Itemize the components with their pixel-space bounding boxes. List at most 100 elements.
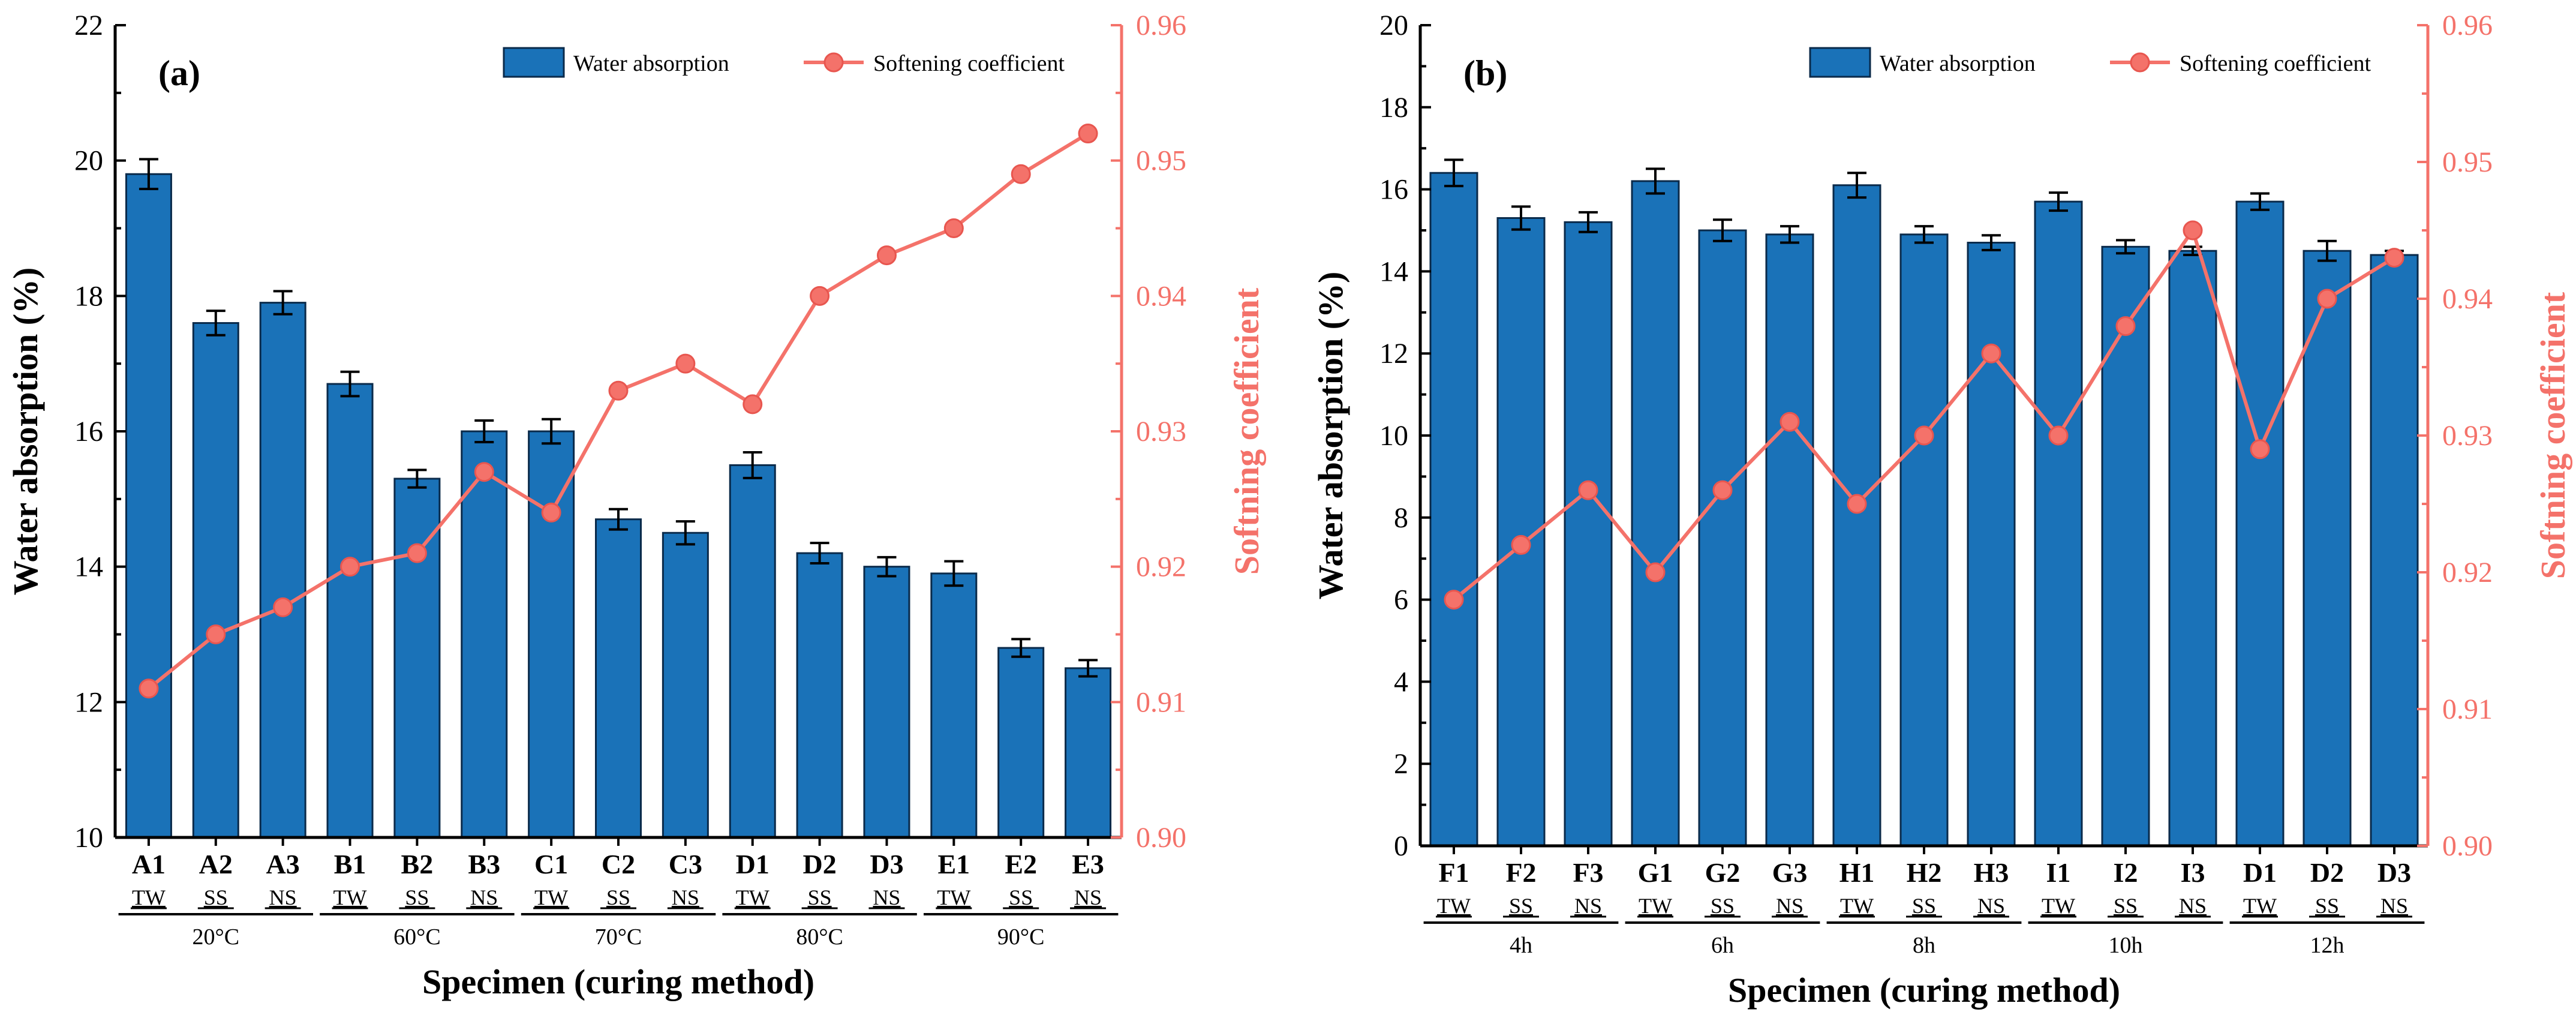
softening-point-C2: [608, 380, 629, 401]
softening-point-H1: [1847, 494, 1867, 514]
bar-A2: [192, 322, 239, 839]
softening-point-F3: [1578, 480, 1598, 500]
group-label: 10h: [2109, 933, 2143, 958]
bar-D1: [2235, 200, 2285, 847]
y-tick-label: 16: [74, 416, 103, 448]
y-tick-label: 8: [1394, 502, 1408, 534]
method-label: SS: [405, 885, 429, 909]
group-label: 20°C: [193, 924, 240, 950]
bar-H3: [1967, 242, 2016, 847]
method-label: SS: [1009, 885, 1033, 909]
y-tick-label: 16: [1379, 174, 1408, 206]
bar-I3: [2168, 250, 2217, 847]
y2-tick-label: 0.90: [1136, 822, 1186, 854]
x-tick-label: D1: [2243, 857, 2277, 888]
group-label: 60°C: [393, 924, 441, 950]
x-tick-label: B2: [401, 849, 434, 879]
x-tick-label: D3: [870, 849, 903, 879]
y-axis-title: Water absorption (%): [1311, 272, 1350, 600]
legend-label-water: Water absorption: [573, 51, 729, 76]
bar-H2: [1899, 233, 1949, 847]
bar-G3: [1765, 233, 1814, 847]
method-label: TW: [2243, 894, 2277, 918]
group-label: 4h: [1510, 933, 1532, 958]
panel-b: 0 2 4 6 8 10 12 14 16 18 20 0.90 0.91 0.92 0.93 0.94 0.9…: [1311, 10, 2572, 1010]
x-tick-label: F2: [1505, 857, 1536, 888]
x-tick-label: D2: [802, 849, 836, 879]
method-label: TW: [937, 885, 970, 909]
method-label: SS: [1912, 894, 1936, 918]
bar-E3: [1065, 667, 1112, 839]
y2-tick-label: 0.96: [2442, 10, 2493, 41]
y2-tick-label: 0.92: [2442, 557, 2493, 588]
softening-point-E3: [1078, 124, 1098, 144]
method-label: TW: [1639, 894, 1672, 918]
bar-G2: [1698, 229, 1747, 847]
method-label: TW: [132, 885, 166, 909]
x-tick-label: F1: [1438, 857, 1469, 888]
softening-point-F1: [1444, 590, 1464, 610]
method-label: NS: [1977, 894, 2005, 918]
softening-point-A3: [273, 597, 293, 617]
softening-point-E1: [943, 218, 964, 238]
y-tick-label: 2: [1394, 748, 1408, 780]
panel-label: (a): [158, 53, 200, 93]
method-label: SS: [606, 885, 630, 909]
y2-tick-label: 0.94: [1136, 280, 1186, 312]
softening-point-I2: [2115, 316, 2136, 337]
x-tick-label: F3: [1573, 857, 1603, 888]
method-label: NS: [873, 885, 900, 909]
method-label: TW: [2042, 894, 2075, 918]
legend-label-softening: Softening coefficient: [2180, 51, 2371, 76]
bar-E1: [930, 572, 978, 839]
x-tick-label: E1: [937, 849, 970, 879]
y2-tick-label: 0.95: [1136, 145, 1186, 177]
method-label: SS: [2315, 894, 2339, 918]
x-tick-label: C2: [602, 849, 635, 879]
y-tick-label: 4: [1394, 666, 1408, 698]
y-tick-label: 12: [1379, 338, 1408, 370]
method-label: NS: [1574, 894, 1602, 918]
y2-tick-label: 0.92: [1136, 551, 1186, 583]
softening-point-D2: [2317, 289, 2337, 309]
method-label: TW: [1840, 894, 1874, 918]
bar-I1: [2034, 200, 2083, 847]
y-tick-label: 18: [74, 280, 103, 312]
method-label: SS: [204, 885, 228, 909]
y-tick-label: 14: [1379, 256, 1408, 287]
method-label: SS: [1711, 894, 1735, 918]
bar-D1: [729, 464, 776, 839]
method-label: SS: [1509, 894, 1533, 918]
softening-point-F2: [1511, 534, 1531, 555]
softening-point-C3: [675, 353, 696, 374]
method-label: NS: [470, 885, 498, 909]
y-tick-label: 22: [74, 10, 103, 41]
softening-point-H3: [1981, 343, 2001, 364]
bar-F3: [1564, 221, 1613, 847]
panel-label: (b): [1463, 53, 1507, 93]
method-label: SS: [808, 885, 832, 909]
bar-G1: [1631, 180, 1680, 847]
softening-point-A2: [206, 624, 226, 644]
bar-A1: [125, 173, 172, 839]
group-label: 8h: [1913, 933, 1935, 958]
method-label: NS: [2179, 894, 2207, 918]
method-label: NS: [1776, 894, 1803, 918]
x-tick-label: A2: [199, 849, 233, 879]
method-label: NS: [1074, 885, 1102, 909]
x-tick-label: H1: [1839, 857, 1875, 888]
x-axis-title: Specimen (curing method): [422, 962, 814, 1001]
x-tick-label: E2: [1005, 849, 1037, 879]
softening-point-D3: [876, 245, 897, 266]
legend-marker: [823, 52, 844, 73]
method-label: SS: [2114, 894, 2138, 918]
method-label: TW: [1437, 894, 1471, 918]
x-tick-label: H3: [1974, 857, 2009, 888]
method-label: NS: [269, 885, 297, 909]
bar-C3: [662, 531, 709, 839]
y-tick-label: 10: [1379, 420, 1408, 452]
y2-tick-label: 0.93: [1136, 416, 1186, 448]
y2-tick-label: 0.91: [2442, 693, 2493, 725]
x-tick-label: A1: [132, 849, 166, 879]
